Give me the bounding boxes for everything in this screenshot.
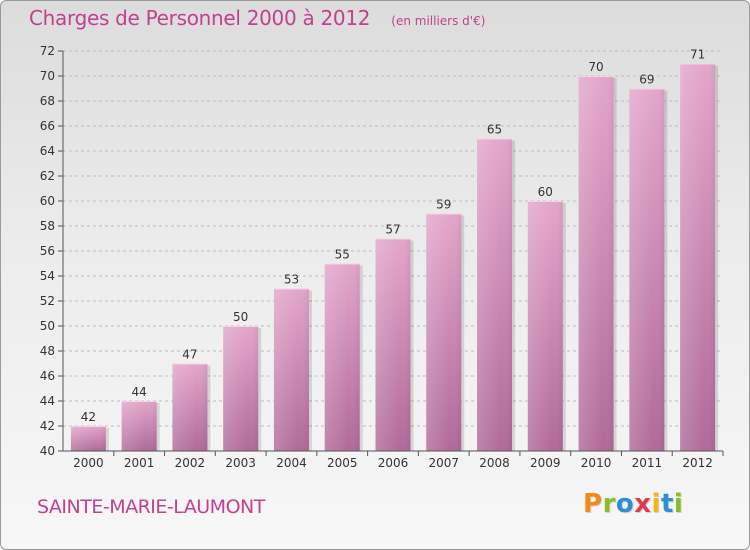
bar-highlight — [527, 201, 563, 451]
bar-layer — [70, 63, 719, 451]
data-label: 44 — [132, 385, 147, 399]
data-label: 60 — [538, 185, 553, 199]
data-label: 71 — [690, 48, 705, 62]
bar-highlight — [273, 288, 309, 451]
x-tick-label: 2010 — [581, 456, 612, 470]
y-tick-label: 72 — [40, 44, 55, 58]
x-tick-label: 2012 — [682, 456, 713, 470]
y-tick-label: 42 — [40, 419, 55, 433]
x-tick-label: 2001 — [124, 456, 155, 470]
brand-logo: Proxiti — [583, 489, 683, 519]
y-tick-label: 54 — [40, 269, 55, 283]
y-tick-label: 46 — [40, 369, 55, 383]
brand-logo-letter: t — [660, 489, 674, 519]
y-tick-label: 44 — [40, 394, 55, 408]
y-tick-label: 52 — [40, 294, 55, 308]
y-tick-label: 50 — [40, 319, 55, 333]
chart-header: Charges de Personnel 2000 à 2012 (en mil… — [29, 6, 485, 30]
data-label: 42 — [81, 410, 96, 424]
data-label: 59 — [436, 198, 451, 212]
x-tick-label: 2009 — [530, 456, 561, 470]
data-label: 57 — [385, 223, 400, 237]
x-tick-label: 2005 — [327, 456, 358, 470]
chart-title: Charges de Personnel 2000 à 2012 — [29, 6, 371, 30]
bar-highlight — [324, 263, 360, 451]
data-label: 55 — [335, 248, 350, 262]
data-label: 53 — [284, 273, 299, 287]
y-tick-label: 66 — [40, 119, 55, 133]
bar-highlight — [680, 63, 716, 451]
x-tick-label: 2003 — [225, 456, 256, 470]
data-label: 47 — [182, 348, 197, 362]
label-layer: 2000 42 2001 44 2002 47 2003 50 2004 53 2005 55 2006… — [73, 48, 713, 471]
data-label: 69 — [639, 73, 654, 87]
bar-highlight — [172, 363, 208, 451]
data-label: 70 — [588, 60, 603, 74]
y-tick-label: 58 — [40, 219, 55, 233]
y-tick-label: 40 — [40, 444, 55, 458]
bar-highlight — [578, 76, 614, 451]
bar-highlight — [629, 88, 665, 451]
chart-subtitle: (en milliers d'€) — [391, 14, 486, 28]
brand-logo-letter: i — [673, 489, 684, 519]
y-tick-label: 56 — [40, 244, 55, 258]
brand-logo-letter: o — [615, 489, 635, 519]
y-tick-label: 60 — [40, 194, 55, 208]
data-label: 50 — [233, 310, 248, 324]
x-tick-label: 2002 — [175, 456, 206, 470]
y-tick-label: 68 — [40, 94, 55, 108]
brand-logo-letter: i — [651, 489, 661, 519]
brand-logo-letter: P — [583, 489, 603, 519]
bar-highlight — [70, 426, 106, 451]
axis-layer: 40 42 44 46 48 50 52 54 56 58 60 62 64 66 68 70 72 — [40, 44, 724, 458]
y-tick-label: 62 — [40, 169, 55, 183]
x-tick-label: 2006 — [378, 456, 409, 470]
brand-logo-letter: r — [602, 489, 616, 519]
bar-highlight — [223, 326, 259, 451]
x-tick-label: 2011 — [632, 456, 663, 470]
x-tick-label: 2007 — [428, 456, 459, 470]
brand-logo-letter: x — [634, 489, 652, 519]
commune-name: SAINTE-MARIE-LAUMONT — [37, 496, 265, 518]
bar-highlight — [375, 238, 411, 451]
y-tick-label: 64 — [40, 144, 55, 158]
bar-highlight — [477, 138, 513, 451]
data-label: 65 — [487, 123, 502, 137]
x-tick-label: 2004 — [276, 456, 307, 470]
x-tick-label: 2008 — [479, 456, 510, 470]
bar-highlight — [121, 401, 157, 451]
bar-highlight — [426, 213, 462, 451]
x-tick-label: 2000 — [73, 456, 104, 470]
y-tick-label: 48 — [40, 344, 55, 358]
y-tick-label: 70 — [40, 69, 55, 83]
